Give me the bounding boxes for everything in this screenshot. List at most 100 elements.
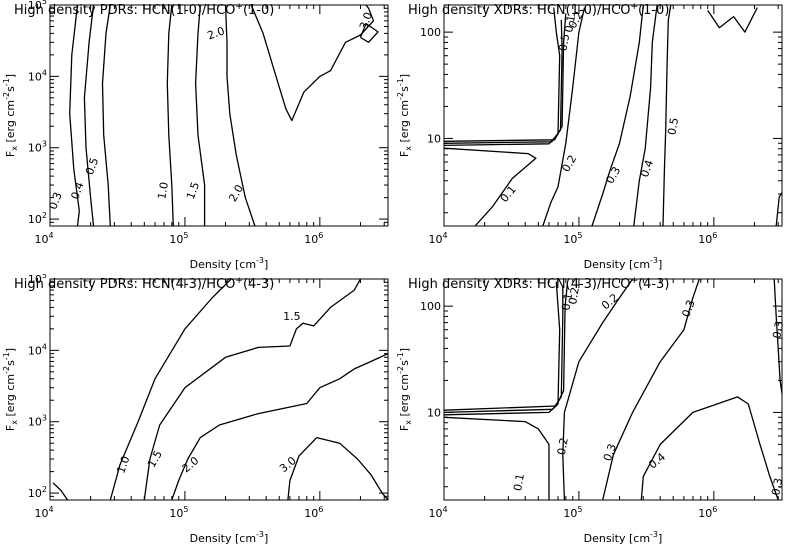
contour-label: 0.1 — [498, 183, 519, 205]
x-axis-label: Density [cm-3] — [584, 530, 663, 545]
contour-label: 3.0 — [277, 454, 299, 475]
contour-line — [287, 436, 388, 500]
contour-line — [83, 5, 95, 226]
y-tick-label: 104 — [28, 68, 47, 83]
x-axis-label: Density [cm-3] — [190, 530, 269, 545]
contour-line — [52, 482, 69, 500]
plot-frame — [443, 278, 783, 501]
x-tick-label: 106 — [698, 505, 717, 520]
contour-label: 0.2 — [599, 291, 621, 312]
contour-label: 0.2 — [555, 437, 571, 456]
contour-label: 0.3 — [770, 320, 786, 339]
contour-label: 1.0 — [155, 181, 171, 200]
y-tick-label: 105 — [28, 274, 47, 286]
contour-line — [633, 5, 658, 226]
x-tick-label: 105 — [169, 231, 188, 246]
x-tick-label: 106 — [304, 505, 323, 520]
x-axis-label: Density [cm-3] — [190, 256, 269, 271]
y-tick-label: 102 — [28, 485, 47, 500]
contour-label: 0.1 — [562, 14, 578, 33]
y-axis-label: Fx [erg cm-2s-1] — [396, 348, 413, 431]
contour-panel-xdr-4-3: High density XDRs: HCN(4-3)/HCO+(4-3) 104… — [396, 276, 786, 545]
y-tick-label: 103 — [28, 414, 47, 429]
contour-label: 0.1 — [511, 473, 527, 492]
contour-label: 0.4 — [638, 158, 656, 179]
x-tick-label: 105 — [563, 231, 582, 246]
contour-line — [444, 19, 563, 144]
contour-panel-xdr-1-0: High density XDRs: HCN(1-0)/HCO+(1-0) 104… — [396, 2, 783, 271]
x-tick-label: 104 — [34, 231, 53, 246]
y-tick-label: 10 — [427, 406, 441, 419]
y-axis-label: Fx [erg cm-2s-1] — [2, 74, 19, 157]
contour-label: 0.4 — [646, 450, 668, 471]
plot-frame — [443, 4, 783, 227]
contour-label: 0.1 — [559, 292, 575, 311]
contour-line — [773, 279, 782, 394]
contour-line — [542, 7, 586, 226]
contour-label: 0.3 — [601, 442, 619, 463]
contour-label: 0.5 — [665, 117, 681, 136]
contour-line — [194, 5, 206, 226]
contour-panel-pdr-4-3: High density PDRs: HCN(4-3)/HCO+(4-3)104… — [2, 274, 389, 545]
y-tick-label: 104 — [28, 342, 47, 357]
contour-panel-pdr-1-0: High density PDRs: HCN(1-0)/HCO+(1-0) 104… — [2, 0, 389, 271]
contour-label: 1.5 — [145, 448, 165, 470]
contour-label: 0.5 — [556, 33, 572, 52]
contour-line — [444, 13, 567, 142]
contour-label: 0.4 — [68, 180, 86, 201]
contour-line — [69, 5, 80, 226]
contour-line — [109, 279, 232, 500]
contour-label: 2.0 — [206, 24, 227, 42]
x-tick-label: 104 — [428, 505, 447, 520]
contour-line — [662, 5, 672, 226]
contour-line — [444, 281, 561, 416]
contour-label: 1.5 — [283, 310, 301, 323]
contour-label: 0.2 — [559, 153, 579, 175]
x-tick-label: 104 — [428, 231, 447, 246]
contour-line — [250, 5, 375, 122]
x-tick-label: 104 — [34, 505, 53, 520]
y-tick-label: 100 — [420, 26, 441, 39]
x-tick-label: 106 — [698, 231, 717, 246]
contour-label: 0.3 — [769, 477, 785, 496]
contour-line — [444, 147, 537, 226]
contour-label: 1.5 — [184, 180, 202, 201]
contour-line — [171, 353, 388, 500]
contour-label: 1.0 — [114, 454, 132, 475]
panel-title: High density XDRs: HCN(1-0)/HCO+(1-0) — [408, 2, 669, 18]
contour-line — [359, 22, 379, 43]
contour-line — [707, 7, 758, 33]
y-axis-label: Fx [erg cm-2s-1] — [396, 74, 413, 157]
contour-line — [101, 5, 111, 226]
panel-title: High density PDRs: HCN(1-0)/HCO+(1-0) — [14, 2, 274, 18]
contour-line — [444, 287, 564, 414]
plot-frame — [49, 278, 389, 501]
panel-title: High density XDRs: HCN(4-3)/HCO+(4-3) — [408, 276, 669, 292]
contour-label: 0.2 — [566, 286, 582, 305]
contour-line — [444, 7, 561, 147]
contour-line — [591, 5, 644, 226]
y-tick-label: 100 — [420, 300, 441, 313]
contour-label: 0.3 — [680, 298, 698, 319]
contour-line — [166, 5, 174, 226]
contour-label: 0.3 — [46, 190, 64, 211]
contour-line — [775, 192, 782, 226]
x-tick-label: 105 — [563, 505, 582, 520]
contour-line — [224, 5, 256, 226]
y-axis-label: Fx [erg cm-2s-1] — [2, 348, 19, 431]
y-tick-label: 103 — [28, 140, 47, 155]
x-tick-label: 105 — [169, 505, 188, 520]
contour-line — [602, 279, 700, 500]
x-tick-label: 106 — [304, 231, 323, 246]
contour-line — [562, 279, 634, 500]
y-tick-label: 102 — [28, 211, 47, 226]
contour-line — [640, 396, 779, 500]
x-axis-label: Density [cm-3] — [584, 256, 663, 271]
contour-line — [444, 284, 568, 411]
y-tick-label: 105 — [28, 0, 47, 12]
contour-line — [444, 416, 550, 500]
plot-frame — [49, 4, 389, 227]
contour-label: 0.5 — [83, 156, 101, 177]
contour-line — [143, 279, 362, 500]
contour-label: 3.0 — [357, 10, 375, 31]
